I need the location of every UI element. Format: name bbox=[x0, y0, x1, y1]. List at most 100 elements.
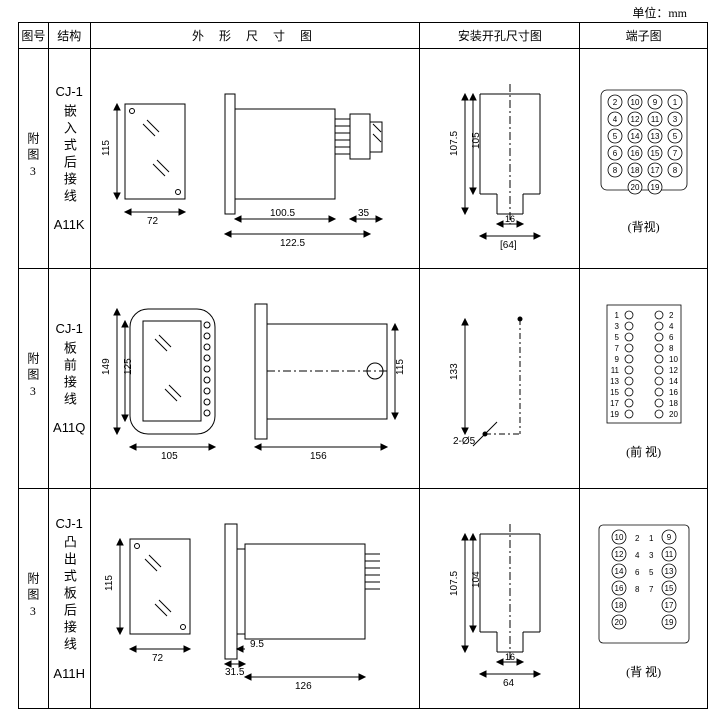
mount-h2: 104 bbox=[471, 570, 482, 587]
svg-text:18: 18 bbox=[669, 399, 678, 408]
svg-text:3: 3 bbox=[672, 115, 677, 124]
unit-label: 单位：mm bbox=[632, 4, 687, 21]
svg-text:6: 6 bbox=[612, 149, 617, 158]
svg-text:1: 1 bbox=[614, 311, 619, 320]
struct-code-bot: A11H bbox=[49, 662, 90, 685]
svg-text:8: 8 bbox=[612, 166, 617, 175]
svg-text:5: 5 bbox=[672, 132, 677, 141]
svg-text:20: 20 bbox=[669, 410, 678, 419]
header-outline: 外 形 尺 寸 图 bbox=[90, 23, 420, 49]
svg-text:10: 10 bbox=[669, 355, 678, 364]
struct-code-top: CJ-1 bbox=[49, 512, 90, 535]
figno-text: 附图3 bbox=[25, 352, 42, 402]
svg-text:5: 5 bbox=[612, 132, 617, 141]
svg-text:6: 6 bbox=[669, 333, 674, 342]
svg-text:1: 1 bbox=[649, 534, 654, 543]
svg-text:8: 8 bbox=[672, 166, 677, 175]
svg-text:16: 16 bbox=[669, 388, 678, 397]
svg-text:4: 4 bbox=[669, 322, 674, 331]
svg-text:7: 7 bbox=[649, 585, 654, 594]
term-caption: (背视) bbox=[580, 218, 707, 235]
svg-text:4: 4 bbox=[635, 551, 640, 560]
dim-step: 9.5 bbox=[250, 639, 264, 650]
mount-drawing-r3: 107.5 104 16 64 bbox=[425, 504, 575, 694]
header-struct: 结构 bbox=[48, 23, 90, 49]
dim-h1: 149 bbox=[101, 357, 112, 374]
svg-text:17: 17 bbox=[664, 601, 673, 610]
dim-w2: 122.5 bbox=[280, 238, 305, 249]
dim-w: 72 bbox=[147, 216, 159, 227]
dim-sw: 126 bbox=[295, 681, 312, 692]
dim-w: 72 bbox=[152, 653, 164, 664]
struct-desc: 板前接线 bbox=[58, 341, 81, 409]
dim-h: 115 bbox=[104, 574, 115, 590]
svg-text:19: 19 bbox=[664, 618, 673, 627]
svg-text:10: 10 bbox=[614, 533, 623, 542]
figno-text: 附图3 bbox=[25, 132, 42, 182]
svg-text:16: 16 bbox=[614, 584, 623, 593]
mount-drawing-r1: 107.5 105 16 [64] bbox=[425, 64, 575, 254]
svg-text:8: 8 bbox=[669, 344, 674, 353]
svg-text:7: 7 bbox=[614, 344, 619, 353]
outline-drawing-r2: 149 125 105 115 156 bbox=[95, 279, 415, 479]
dim-flange: 31.5 bbox=[225, 667, 245, 678]
svg-text:14: 14 bbox=[614, 567, 623, 576]
svg-text:15: 15 bbox=[610, 388, 619, 397]
svg-text:12: 12 bbox=[614, 550, 623, 559]
svg-text:6: 6 bbox=[635, 568, 640, 577]
header-row: 图号 结构 外 形 尺 寸 图 安装开孔尺寸图 端子图 bbox=[19, 23, 708, 49]
term-drawing-r1: 210914121135141356161578181782019 bbox=[589, 82, 699, 212]
svg-text:3: 3 bbox=[649, 551, 654, 560]
svg-text:4: 4 bbox=[612, 115, 617, 124]
mount-h: 133 bbox=[449, 362, 460, 379]
svg-text:14: 14 bbox=[669, 377, 678, 386]
svg-text:12: 12 bbox=[630, 115, 639, 124]
svg-text:18: 18 bbox=[614, 601, 623, 610]
mount-w2: [64] bbox=[500, 240, 517, 251]
svg-text:3: 3 bbox=[614, 322, 619, 331]
dim-w: 105 bbox=[161, 451, 178, 462]
struct-desc: 凸出式板后接线 bbox=[58, 535, 81, 654]
svg-text:16: 16 bbox=[630, 149, 639, 158]
dimension-table: 图号 结构 外 形 尺 寸 图 安装开孔尺寸图 端子图 附图3 CJ-1 嵌入式… bbox=[18, 22, 708, 709]
struct-code-top: CJ-1 bbox=[49, 317, 90, 340]
header-term: 端子图 bbox=[580, 23, 708, 49]
svg-text:1: 1 bbox=[672, 98, 677, 107]
figno-cell: 附图3 bbox=[19, 49, 49, 269]
svg-text:11: 11 bbox=[610, 366, 619, 375]
outline-drawing-r1: 115 72 bbox=[95, 64, 415, 254]
svg-text:11: 11 bbox=[664, 550, 673, 559]
svg-text:19: 19 bbox=[610, 410, 619, 419]
struct-code-bot: A11K bbox=[49, 213, 90, 236]
struct-code-bot: A11Q bbox=[49, 416, 90, 439]
mount-cell: 107.5 105 16 [64] bbox=[420, 49, 580, 269]
mount-hole: 2-Ø5 bbox=[453, 436, 476, 447]
struct-code-top: CJ-1 bbox=[49, 80, 90, 103]
svg-text:5: 5 bbox=[614, 333, 619, 342]
term-caption: (前 视) bbox=[580, 443, 707, 460]
svg-text:7: 7 bbox=[672, 149, 677, 158]
header-figno: 图号 bbox=[19, 23, 49, 49]
svg-text:13: 13 bbox=[664, 567, 673, 576]
svg-text:5: 5 bbox=[649, 568, 654, 577]
header-mount: 安装开孔尺寸图 bbox=[420, 23, 580, 49]
svg-text:9: 9 bbox=[666, 533, 671, 542]
table-row: 附图3 CJ-1 凸出式板后接线 A11H 115 72 bbox=[19, 489, 708, 709]
dim-h: 115 bbox=[101, 139, 112, 155]
dim-h2: 125 bbox=[123, 357, 134, 374]
svg-text:20: 20 bbox=[614, 618, 623, 627]
svg-text:9: 9 bbox=[614, 355, 619, 364]
term-drawing-r3: 1012141618209111315171924681357 bbox=[589, 517, 699, 657]
svg-text:17: 17 bbox=[610, 399, 619, 408]
dim-sw: 156 bbox=[310, 451, 327, 462]
svg-text:13: 13 bbox=[610, 377, 619, 386]
svg-text:2: 2 bbox=[612, 98, 617, 107]
mount-h1: 107.5 bbox=[449, 130, 460, 155]
svg-text:8: 8 bbox=[635, 585, 640, 594]
svg-text:20: 20 bbox=[630, 183, 639, 192]
svg-text:17: 17 bbox=[650, 166, 659, 175]
svg-text:9: 9 bbox=[652, 98, 657, 107]
dim-flange: 35 bbox=[358, 208, 370, 219]
mount-drawing-r2: 133 2-Ø5 bbox=[425, 284, 575, 474]
svg-text:14: 14 bbox=[630, 132, 639, 141]
